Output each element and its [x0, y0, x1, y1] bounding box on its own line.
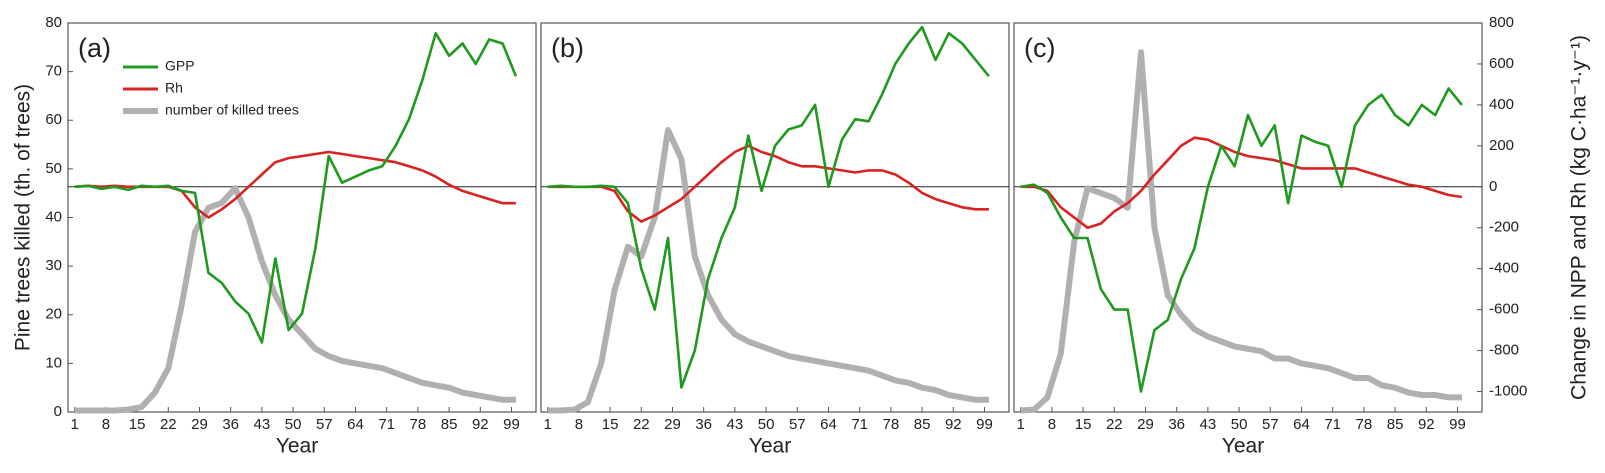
x-tick-label: 15 [602, 416, 619, 433]
y2-tick-label: 200 [1489, 137, 1514, 154]
plot-frame [540, 22, 1010, 413]
y-axis-title: Pine trees killed (th. of trees) [12, 84, 35, 351]
y-tick-label: 70 [45, 63, 62, 80]
x-tick-label: 71 [851, 416, 868, 433]
x-tick-label: 1 [1017, 416, 1025, 433]
x-tick-label: 57 [789, 416, 806, 433]
x-tick-label: 15 [1075, 416, 1092, 433]
y2-axis-title: Change in NPP and Rh (kg C·ha⁻¹·y⁻¹) [1568, 35, 1591, 400]
x-axis-title: Year [276, 435, 318, 458]
x-tick-label: 22 [1106, 416, 1123, 433]
x-tick-label: 43 [1200, 416, 1217, 433]
panel-label: (b) [551, 33, 584, 63]
plot-frame [1013, 22, 1483, 413]
panel-label: (c) [1024, 33, 1055, 63]
x-tick-label: 15 [129, 416, 146, 433]
x-tick-label: 29 [191, 416, 208, 433]
x-tick-label: 99 [503, 416, 520, 433]
x-tick-label: 78 [410, 416, 427, 433]
y-tick-label: 60 [45, 111, 62, 128]
x-tick-label: 92 [1418, 416, 1435, 433]
x-tick-label: 64 [1293, 416, 1310, 433]
y2-tick-label: 600 [1489, 55, 1514, 72]
y2-tick-label: -800 [1489, 342, 1519, 359]
y-tick-label: 30 [45, 257, 62, 274]
y-tick-label: 50 [45, 160, 62, 177]
panel-label: (a) [78, 33, 111, 63]
series-line [74, 185, 516, 414]
y-tick-label: 80 [45, 14, 62, 31]
series-line [1020, 87, 1463, 393]
x-tick-label: 64 [347, 416, 364, 433]
y2-tick-label: -200 [1489, 219, 1519, 236]
x-tick-label: 57 [316, 416, 333, 433]
x-tick-label: 43 [254, 416, 271, 433]
x-tick-label: 29 [1137, 416, 1154, 433]
series-line [547, 25, 990, 389]
x-tick-label: 99 [1449, 416, 1466, 433]
x-tick-label: 36 [695, 416, 712, 433]
x-tick-label: 36 [1168, 416, 1185, 433]
x-tick-label: 71 [1324, 416, 1341, 433]
y2-tick-label: 800 [1489, 14, 1514, 31]
x-tick-label: 1 [544, 416, 552, 433]
legend-label: Rh [165, 80, 183, 96]
legend-label: GPP [165, 58, 195, 74]
series-line [547, 144, 989, 223]
legend-label: number of killed trees [165, 102, 299, 118]
y-tick-label: 0 [54, 403, 62, 420]
x-tick-label: 85 [1387, 416, 1404, 433]
x-tick-label: 64 [820, 416, 837, 433]
x-tick-label: 36 [222, 416, 239, 433]
series-line [74, 31, 518, 344]
x-tick-label: 43 [727, 416, 744, 433]
x-tick-label: 8 [575, 416, 583, 433]
x-tick-label: 92 [945, 416, 962, 433]
x-axis-title: Year [749, 435, 791, 458]
x-tick-label: 78 [883, 416, 900, 433]
x-tick-label: 85 [441, 416, 458, 433]
series-line [547, 127, 989, 414]
x-axis-title: Year [1222, 435, 1264, 458]
y2-tick-label: 0 [1489, 178, 1497, 195]
series-line [1020, 136, 1463, 229]
plot-frame [67, 22, 537, 413]
y-tick-label: 20 [45, 306, 62, 323]
x-tick-label: 85 [914, 416, 931, 433]
x-tick-label: 50 [758, 416, 775, 433]
y2-tick-label: 400 [1489, 96, 1514, 113]
x-tick-label: 99 [976, 416, 993, 433]
x-tick-label: 8 [102, 416, 110, 433]
x-tick-label: 57 [1262, 416, 1279, 433]
x-tick-label: 29 [664, 416, 681, 433]
x-tick-label: 8 [1048, 416, 1056, 433]
x-tick-label: 50 [285, 416, 302, 433]
y2-tick-label: -1000 [1489, 382, 1527, 399]
x-tick-label: 1 [71, 416, 79, 433]
y-tick-label: 10 [45, 354, 62, 371]
y-tick-label: 40 [45, 208, 62, 225]
y2-tick-label: -400 [1489, 260, 1519, 277]
x-tick-label: 22 [160, 416, 177, 433]
x-tick-label: 71 [378, 416, 395, 433]
x-tick-label: 22 [633, 416, 650, 433]
y2-tick-label: -600 [1489, 301, 1519, 318]
x-tick-label: 50 [1231, 416, 1248, 433]
x-tick-label: 78 [1356, 416, 1373, 433]
series-line [1020, 49, 1462, 414]
x-tick-label: 92 [472, 416, 489, 433]
